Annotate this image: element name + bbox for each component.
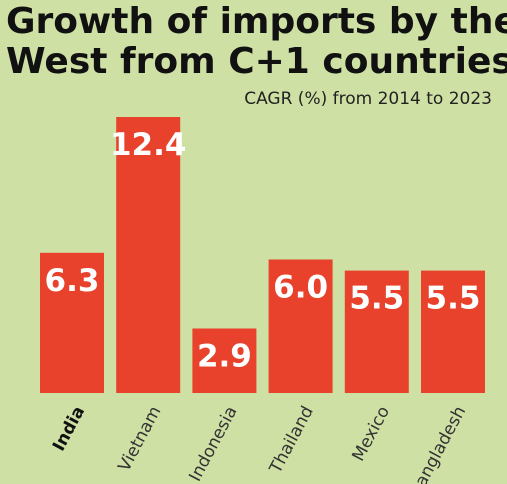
- value-label-thailand: 6.0: [273, 270, 328, 306]
- category-labels-group: India Vietnam Indonesia Thailand Mexico Bangl…: [49, 403, 470, 484]
- bar-thailand: [268, 259, 333, 393]
- value-label-bangladesh: 5.5: [426, 281, 481, 317]
- value-label-vietnam: 12.4: [110, 127, 187, 163]
- bars-group: [40, 117, 485, 393]
- bar-india: [40, 252, 104, 393]
- value-label-mexico: 5.5: [349, 281, 404, 317]
- value-label-indonesia: 2.9: [197, 339, 252, 375]
- category-label-india: India: [49, 403, 89, 455]
- value-label-india: 6.3: [45, 263, 100, 299]
- category-label-mexico: Mexico: [348, 403, 394, 465]
- category-label-indonesia: Indonesia: [185, 403, 241, 484]
- bar-vietnam: [116, 117, 181, 393]
- bar-mexico: [344, 270, 409, 393]
- category-label-vietnam: Vietnam: [114, 403, 165, 475]
- category-label-thailand: Thailand: [265, 403, 317, 478]
- value-labels-group: 6.3 12.4 2.9 6.0 5.5 5.5: [45, 127, 481, 375]
- chart-subtitle: CAGR (%) from 2014 to 2023: [244, 89, 492, 109]
- bar-bangladesh: [421, 270, 485, 393]
- chart-title-line-2: West from C+1 countries: [6, 41, 507, 82]
- bar-indonesia: [192, 328, 257, 393]
- chart-title-line-1: Growth of imports by the: [6, 1, 507, 42]
- category-label-bangladesh: Bangladesh: [406, 403, 470, 484]
